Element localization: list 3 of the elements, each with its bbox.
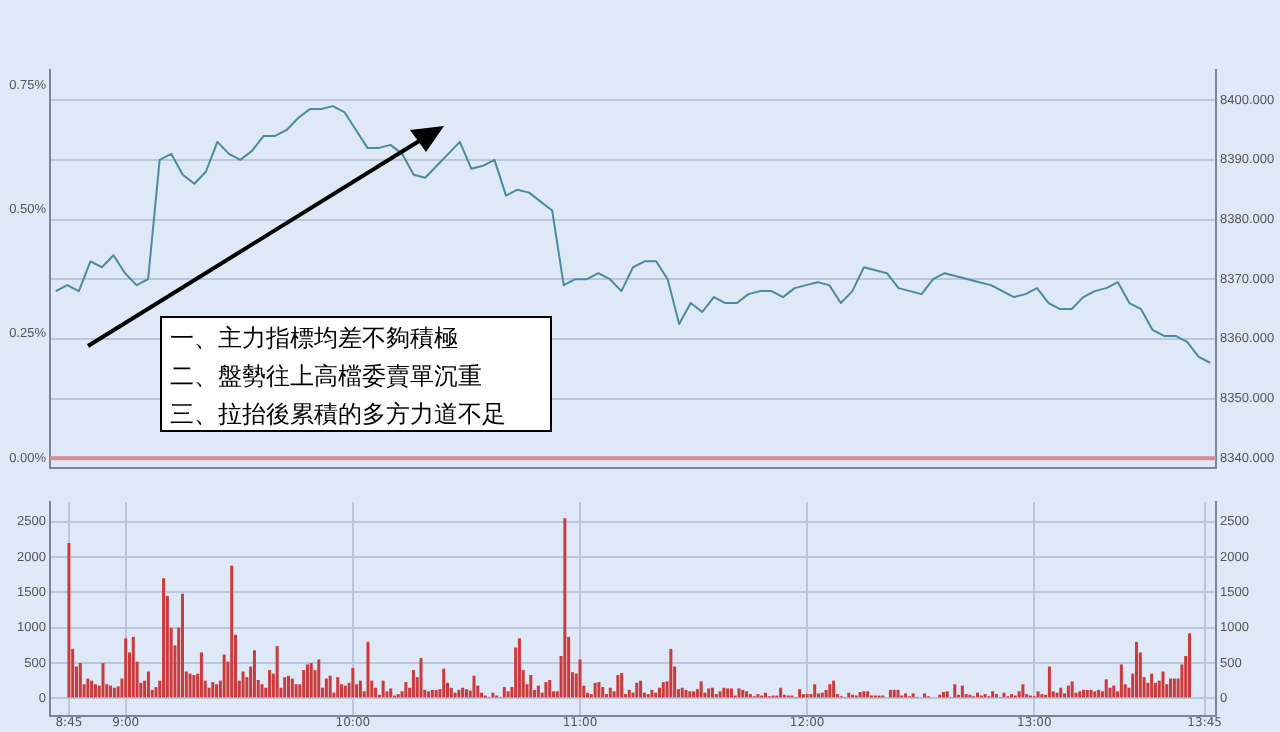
annotation: 三、拉抬後累積的多方力道不足 — [170, 398, 508, 432]
annotation: 一、主力指標均差不夠積極 — [170, 322, 460, 356]
annotation: 二、盤勢往上高檔委賣單沉重 — [170, 360, 484, 394]
